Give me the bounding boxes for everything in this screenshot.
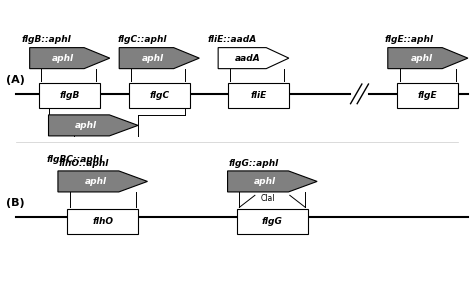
Text: flhO::aphl: flhO::aphl xyxy=(59,159,109,168)
Text: flgC::aphl: flgC::aphl xyxy=(118,35,167,44)
Text: flgG::aphl: flgG::aphl xyxy=(228,159,279,168)
Text: fliE::aadA: fliE::aadA xyxy=(208,35,257,44)
Text: flgE::aphl: flgE::aphl xyxy=(384,35,434,44)
Text: flhO: flhO xyxy=(92,217,113,226)
Text: aphl: aphl xyxy=(75,121,97,130)
Polygon shape xyxy=(30,48,110,69)
Polygon shape xyxy=(228,171,317,192)
Text: flgE: flgE xyxy=(418,91,438,100)
Text: aphl: aphl xyxy=(254,177,276,186)
Text: flgG: flgG xyxy=(262,217,283,226)
Text: aphl: aphl xyxy=(410,54,432,63)
Polygon shape xyxy=(119,48,199,69)
Text: flgB: flgB xyxy=(60,91,80,100)
Text: flgB::aphl: flgB::aphl xyxy=(21,35,71,44)
Polygon shape xyxy=(388,48,468,69)
Text: aphl: aphl xyxy=(52,54,74,63)
Polygon shape xyxy=(58,171,147,192)
Bar xyxy=(228,83,289,108)
Bar xyxy=(397,83,458,108)
Bar xyxy=(237,209,308,234)
Bar xyxy=(67,209,138,234)
Bar xyxy=(39,83,100,108)
Bar xyxy=(128,83,190,108)
Text: aphl: aphl xyxy=(142,54,164,63)
Text: flgC: flgC xyxy=(149,91,169,100)
Text: (B): (B) xyxy=(6,198,25,208)
Text: fliE: fliE xyxy=(250,91,266,100)
Polygon shape xyxy=(218,48,289,69)
Text: aadA: aadA xyxy=(235,54,261,63)
Text: (A): (A) xyxy=(6,75,25,85)
Polygon shape xyxy=(48,115,138,136)
Text: flgBC::aphl: flgBC::aphl xyxy=(46,155,102,164)
Text: ClaI: ClaI xyxy=(260,194,275,203)
Text: aphl: aphl xyxy=(84,177,107,186)
